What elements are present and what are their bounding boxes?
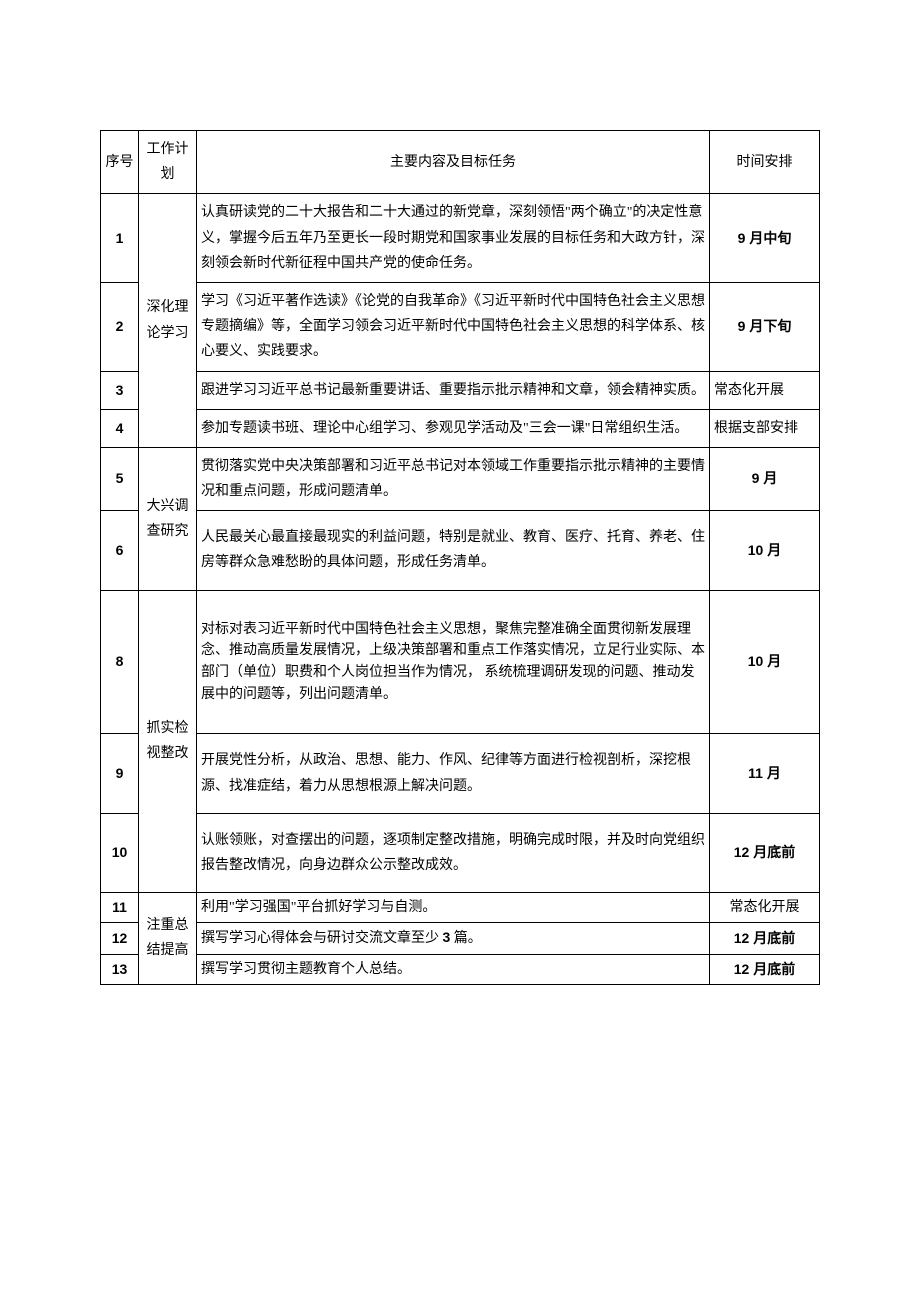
table-row: 8 抓实检视整改 对标对表习近平新时代中国特色社会主义思想，聚焦完整准确全面贯彻… xyxy=(101,590,820,734)
cell-time: 常态化开展 xyxy=(710,893,820,923)
cell-content: 利用"学习强国"平台抓好学习与自测。 xyxy=(197,893,710,923)
cell-content: 人民最关心最直接最现实的利益问题，特别是就业、教育、医疗、托育、养老、住房等群众… xyxy=(197,511,710,590)
cell-plan-label: 抓实检视整改 xyxy=(139,590,197,893)
cell-seq: 10 xyxy=(101,813,139,892)
table-row: 6 人民最关心最直接最现实的利益问题，特别是就业、教育、医疗、托育、养老、住房等… xyxy=(101,511,820,590)
table-row: 9 开展党性分析，从政治、思想、能力、作风、纪律等方面进行检视剖析，深挖根源、找… xyxy=(101,734,820,813)
cell-seq: 6 xyxy=(101,511,139,590)
cell-time: 9 月下旬 xyxy=(710,282,820,371)
cell-time: 根据支部安排 xyxy=(710,409,820,447)
cell-seq: 3 xyxy=(101,371,139,409)
cell-time: 9 月 xyxy=(710,447,820,510)
cell-plan-label: 深化理论学习 xyxy=(139,194,197,448)
header-time: 时间安排 xyxy=(710,131,820,194)
cell-time: 10 月 xyxy=(710,590,820,734)
cell-seq: 1 xyxy=(101,194,139,283)
cell-time: 12 月底前 xyxy=(710,954,820,984)
cell-seq: 2 xyxy=(101,282,139,371)
cell-seq: 5 xyxy=(101,447,139,510)
header-content: 主要内容及目标任务 xyxy=(197,131,710,194)
table-row: 13 撰写学习贯彻主题教育个人总结。 12 月底前 xyxy=(101,954,820,984)
cell-content: 认真研读党的二十大报告和二十大通过的新党章，深刻领悟"两个确立"的决定性意义，掌… xyxy=(197,194,710,283)
table-row: 10 认账领账，对查摆出的问题，逐项制定整改措施，明确完成时限，并及时向党组织报… xyxy=(101,813,820,892)
cell-content: 撰写学习心得体会与研讨交流文章至少 3 篇。 xyxy=(197,923,710,954)
cell-seq: 4 xyxy=(101,409,139,447)
cell-content: 学习《习近平著作选读》《论党的自我革命》《习近平新时代中国特色社会主义思想专题摘… xyxy=(197,282,710,371)
table-row: 1 深化理论学习 认真研读党的二十大报告和二十大通过的新党章，深刻领悟"两个确立… xyxy=(101,194,820,283)
cell-time: 常态化开展 xyxy=(710,371,820,409)
cell-time: 9 月中旬 xyxy=(710,194,820,283)
cell-content: 对标对表习近平新时代中国特色社会主义思想，聚焦完整准确全面贯彻新发展理念、推动高… xyxy=(197,590,710,734)
cell-seq: 13 xyxy=(101,954,139,984)
work-plan-table: 序号 工作计划 主要内容及目标任务 时间安排 1 深化理论学习 认真研读党的二十… xyxy=(100,130,820,985)
table-row: 12 撰写学习心得体会与研讨交流文章至少 3 篇。 12 月底前 xyxy=(101,923,820,954)
cell-content: 开展党性分析，从政治、思想、能力、作风、纪律等方面进行检视剖析，深挖根源、找准症… xyxy=(197,734,710,813)
table-row: 11 注重总结提高 利用"学习强国"平台抓好学习与自测。 常态化开展 xyxy=(101,893,820,923)
cell-content: 跟进学习习近平总书记最新重要讲话、重要指示批示精神和文章，领会精神实质。 xyxy=(197,371,710,409)
table-row: 3 跟进学习习近平总书记最新重要讲话、重要指示批示精神和文章，领会精神实质。 常… xyxy=(101,371,820,409)
cell-content: 认账领账，对查摆出的问题，逐项制定整改措施，明确完成时限，并及时向党组织报告整改… xyxy=(197,813,710,892)
cell-seq: 8 xyxy=(101,590,139,734)
cell-seq: 9 xyxy=(101,734,139,813)
cell-content: 参加专题读书班、理论中心组学习、参观见学活动及"三会一课"日常组织生活。 xyxy=(197,409,710,447)
cell-time: 12 月底前 xyxy=(710,923,820,954)
header-plan: 工作计划 xyxy=(139,131,197,194)
cell-time: 12 月底前 xyxy=(710,813,820,892)
cell-content: 撰写学习贯彻主题教育个人总结。 xyxy=(197,954,710,984)
cell-plan-label: 大兴调查研究 xyxy=(139,447,197,590)
table-header-row: 序号 工作计划 主要内容及目标任务 时间安排 xyxy=(101,131,820,194)
cell-seq: 11 xyxy=(101,893,139,923)
header-seq: 序号 xyxy=(101,131,139,194)
text: 篇。 xyxy=(450,931,482,946)
cell-content: 贯彻落实党中央决策部署和习近平总书记对本领域工作重要指示批示精神的主要情况和重点… xyxy=(197,447,710,510)
table-row: 4 参加专题读书班、理论中心组学习、参观见学活动及"三会一课"日常组织生活。 根… xyxy=(101,409,820,447)
cell-plan-label: 注重总结提高 xyxy=(139,893,197,985)
cell-time: 10 月 xyxy=(710,511,820,590)
text: 撰写学习心得体会与研讨交流文章至少 xyxy=(201,931,443,946)
table-row: 5 大兴调查研究 贯彻落实党中央决策部署和习近平总书记对本领域工作重要指示批示精… xyxy=(101,447,820,510)
cell-seq: 12 xyxy=(101,923,139,954)
table-row: 2 学习《习近平著作选读》《论党的自我革命》《习近平新时代中国特色社会主义思想专… xyxy=(101,282,820,371)
cell-time: 11 月 xyxy=(710,734,820,813)
